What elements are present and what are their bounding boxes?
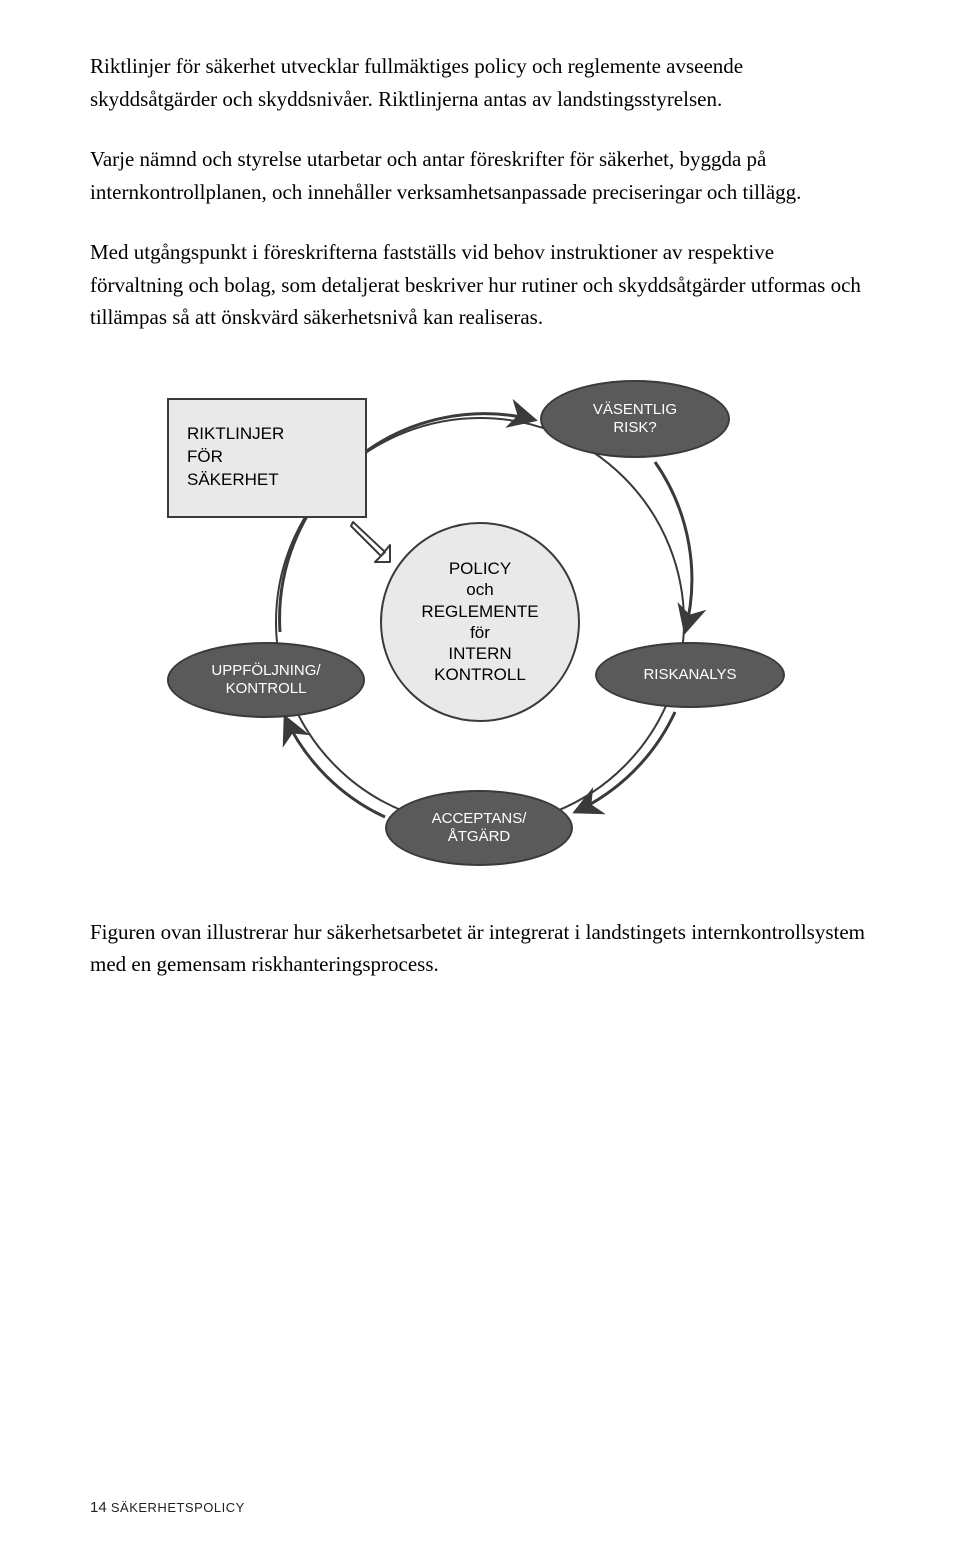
node-left: UPPFÖLJNING/ KONTROLL [167,642,365,718]
paragraph-1: Riktlinjer för säkerhet utvecklar fullmä… [90,50,870,115]
page-footer: 14 SÄKERHETSPOLICY [90,1499,245,1516]
page-number: 14 [90,1499,107,1516]
center-line: INTERN [448,643,511,664]
node-line: KONTROLL [211,680,320,698]
node-line: ÅTGÄRD [432,828,527,846]
node-line: UPPFÖLJNING/ [211,662,320,680]
node-line: VÄSENTLIG [593,401,677,419]
center-line: för [470,622,490,643]
center-line: REGLEMENTE [421,601,538,622]
center-line: KONTROLL [434,664,526,685]
node-top: VÄSENTLIG RISK? [540,380,730,458]
center-line: POLICY [449,558,511,579]
node-bottom: ACCEPTANS/ ÅTGÄRD [385,790,573,866]
diagram-container: POLICY och REGLEMENTE för INTERN KONTROL… [90,362,870,882]
node-right: RISKANALYS [595,642,785,708]
rect-line: FÖR [187,446,284,469]
guidelines-box: RIKTLINJER FÖR SÄKERHET [167,398,367,518]
node-line: RISK? [593,419,677,437]
node-line: RISKANALYS [643,666,736,684]
rect-line: RIKTLINJER [187,423,284,446]
page-title: SÄKERHETSPOLICY [111,1500,245,1515]
paragraph-4: Figuren ovan illustrerar hur säkerhetsar… [90,916,870,981]
center-node: POLICY och REGLEMENTE för INTERN KONTROL… [380,522,580,722]
paragraph-2: Varje nämnd och styrelse utarbetar och a… [90,143,870,208]
paragraph-3: Med utgångspunkt i föreskrifterna fastst… [90,236,870,334]
node-line: ACCEPTANS/ [432,810,527,828]
center-line: och [466,579,493,600]
cycle-diagram: POLICY och REGLEMENTE för INTERN KONTROL… [175,362,785,882]
rect-line: SÄKERHET [187,469,284,492]
